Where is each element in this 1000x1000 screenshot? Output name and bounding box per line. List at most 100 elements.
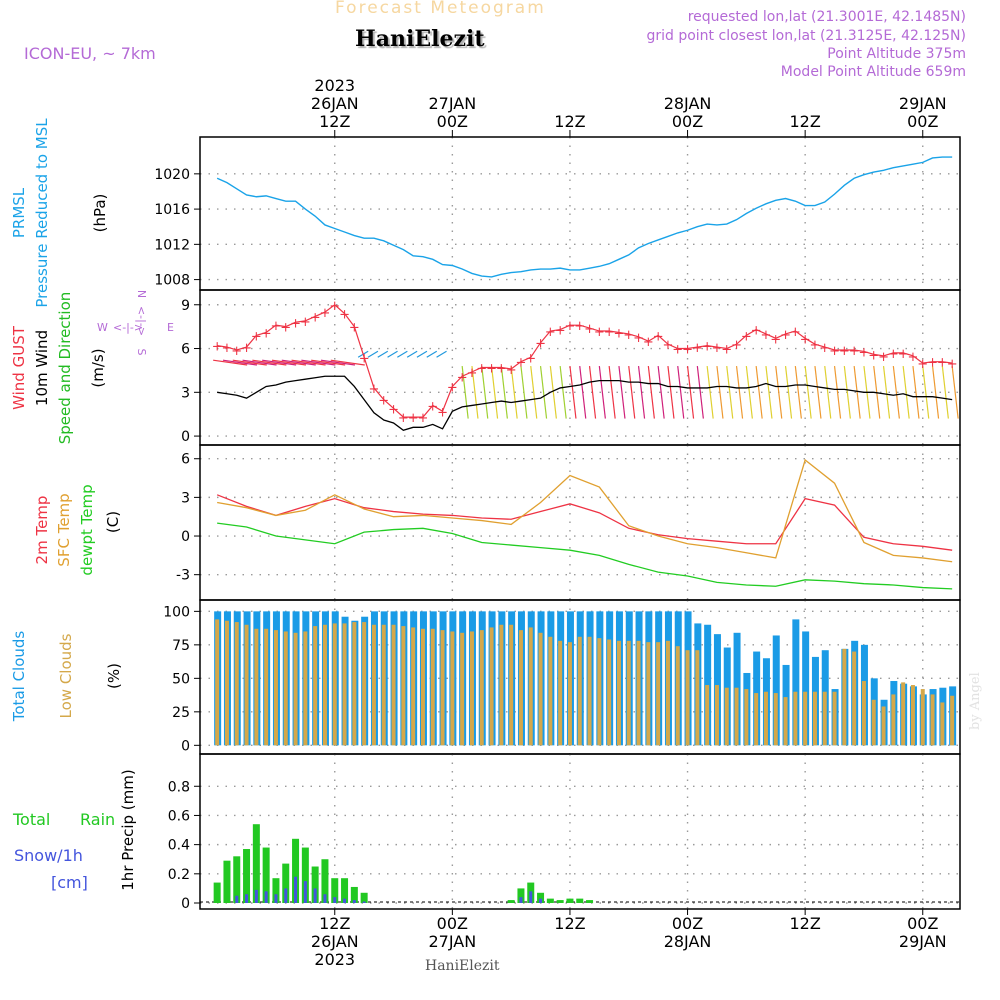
rain-bar (292, 838, 300, 903)
wind-direction-arrow (569, 365, 577, 419)
low-cloud-bar (518, 630, 523, 746)
low-cloud-bar (685, 650, 690, 746)
low-cloud-bar (469, 631, 474, 746)
bottom-tick-label: 00Z (672, 914, 703, 933)
rain-bar (233, 856, 241, 903)
low-cloud-bar (940, 702, 945, 746)
wind-direction-arrow (559, 365, 567, 419)
precip-unit: 1hr Precip (mm) (119, 769, 137, 890)
snow-bar (313, 888, 317, 903)
top-tick-label: 12Z (554, 112, 585, 131)
low-cloud-bar (430, 628, 435, 746)
y-tick-label: 1008 (154, 273, 190, 289)
low-cloud-bar (273, 630, 278, 746)
low-cloud-bar (597, 638, 602, 746)
wind-direction-arrow (922, 365, 930, 419)
legend-total: Total (12, 810, 50, 829)
low-cloud-bar (930, 694, 935, 746)
low-cloud-bar (803, 691, 808, 746)
wind-label: 10m Wind (33, 330, 51, 406)
rain-bar (537, 892, 545, 903)
wind-direction-arrow (481, 365, 489, 419)
wind-direction-arrow (941, 365, 949, 419)
top-tick-label: 29JAN (899, 94, 947, 113)
gust-marker: + (780, 328, 791, 343)
low-cloud-bar (832, 691, 837, 746)
gust-marker: + (672, 343, 683, 358)
gust-marker: + (937, 356, 948, 371)
low-cloud-bar (587, 636, 592, 746)
y-tick-label: 0.4 (168, 838, 190, 854)
panel-wind: 0369++++++++++++++++++++++++++++++++++++… (181, 289, 961, 446)
model-altitude: Model Point Altitude 659m (780, 64, 966, 80)
pressure-label-short: PRMSL (10, 187, 28, 238)
gust-marker: + (270, 319, 281, 334)
wind-direction-arrow (242, 359, 277, 366)
wind-direction-arrow (637, 365, 646, 419)
gust-marker: + (545, 325, 556, 340)
low-cloud-bar (420, 628, 425, 746)
low-cloud-bar (548, 636, 553, 746)
gust-marker: + (613, 326, 624, 341)
low-cloud-bar (636, 640, 641, 746)
gust-marker: + (809, 338, 820, 353)
rain-bar (272, 878, 280, 903)
gust-marker: + (702, 340, 713, 355)
compass-north: N (135, 290, 148, 298)
y-tick-label: 1020 (154, 167, 190, 183)
snow-bar (539, 898, 543, 903)
low-cloud-bar (450, 631, 455, 746)
snow-bar (274, 894, 278, 903)
wind-direction-arrow (843, 365, 851, 419)
panel-pressure: 1008 1012 1016 1020 (154, 136, 961, 291)
low-cloud-bar (822, 691, 827, 746)
gust-marker: + (261, 326, 272, 341)
low-cloud-bar (656, 642, 661, 746)
wind-direction-arrow (598, 365, 606, 419)
gust-marker: + (741, 329, 752, 344)
gust-marker: + (604, 325, 615, 340)
wind-direction-arrow (436, 350, 447, 358)
gust-marker: + (898, 347, 909, 362)
gust-marker: + (819, 341, 830, 356)
panel-frame (199, 444, 961, 601)
sfc-temp-line (217, 458, 953, 563)
snow-bar (352, 900, 356, 903)
rain-bar (311, 866, 319, 903)
legend-cm: [cm] (51, 873, 88, 892)
wind-direction-arrow (892, 365, 900, 419)
rain-bar (223, 860, 231, 903)
wind-speed-line (217, 375, 953, 431)
gust-marker: + (447, 380, 458, 395)
low-cloud-bar (489, 627, 494, 746)
gust-marker: + (858, 345, 869, 360)
top-tick-label: 00Z (437, 112, 468, 131)
snow-bar (264, 891, 268, 903)
wind-direction-arrow (426, 350, 438, 358)
panel-temp: -3 0 3 6 (176, 444, 961, 601)
low-cloud-bar (842, 648, 847, 746)
rain-bar (546, 898, 554, 903)
wind-direction-arrow (775, 365, 783, 419)
total-cloud-bar (802, 631, 810, 746)
low-cloud-bar (371, 624, 376, 746)
rain-bar (507, 900, 515, 903)
gust-marker: + (388, 402, 399, 417)
gust-marker: + (633, 331, 644, 346)
gust-marker: + (496, 362, 507, 377)
gust-marker: + (555, 324, 566, 339)
gust-marker: + (947, 357, 958, 372)
low-cloud-bar (322, 624, 327, 746)
wind-direction-arrow (608, 365, 616, 419)
wind-direction-arrow (291, 359, 326, 366)
y-tick-label: 3 (181, 385, 190, 401)
model-name: ICON-EU, ~ 7km (24, 44, 156, 63)
low-cloud-bar (950, 695, 955, 746)
gust-marker: + (751, 324, 762, 339)
wind-direction-arrow (222, 359, 258, 366)
bottom-tick-label: 12Z (319, 914, 350, 933)
low-cloud-bar (538, 632, 543, 746)
gridpoint-coordinates: grid point closest lon,lat (21.3125E, 42… (646, 28, 966, 44)
wind-direction-arrow (520, 365, 528, 419)
